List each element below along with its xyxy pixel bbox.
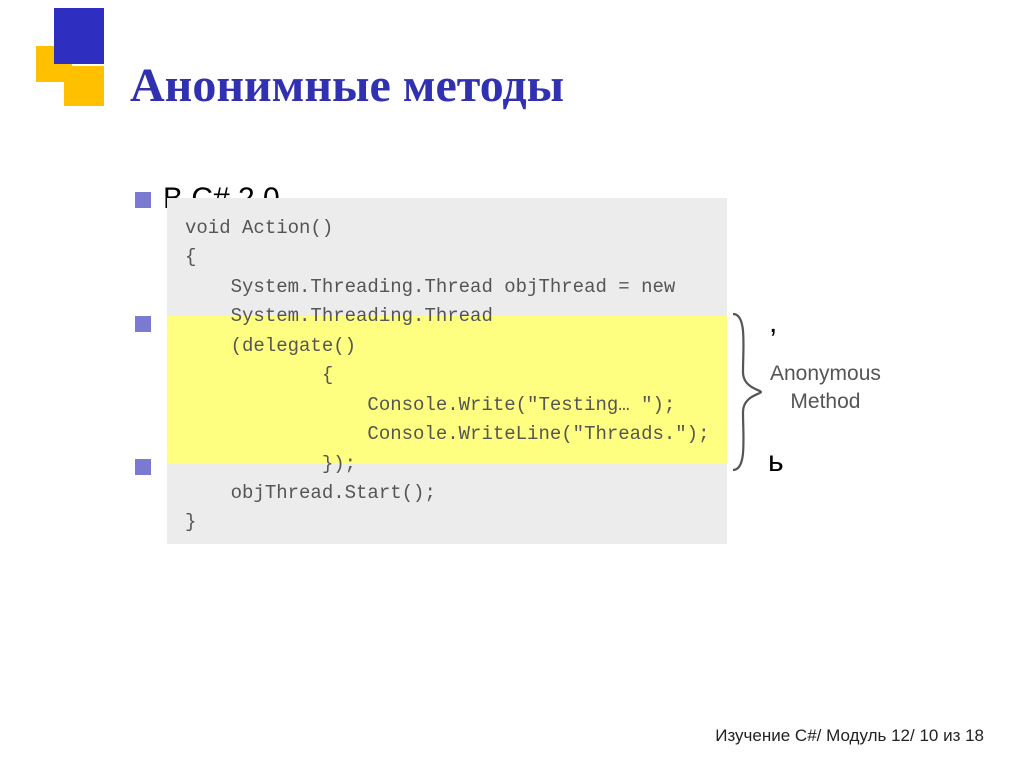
code-text: void Action() { System.Threading.Thread …	[167, 198, 727, 548]
anonymous-method-label: Anonymous Method	[770, 360, 881, 417]
bullet-text-fragment: ь	[768, 445, 784, 479]
bullet-square	[135, 192, 151, 208]
bullet-column	[135, 192, 151, 575]
label-line: Anonymous	[770, 362, 881, 385]
slide-title: Анонимные методы	[130, 58, 564, 113]
label-line: Method	[790, 390, 860, 413]
slide-logo	[36, 8, 106, 98]
bullet-text-fragment: ,	[769, 306, 777, 340]
curly-brace-icon	[725, 312, 765, 472]
bullet-square	[135, 459, 151, 475]
bullet-square	[135, 316, 151, 332]
code-snippet: void Action() { System.Threading.Thread …	[167, 198, 727, 544]
slide-footer: Изучение C#/ Модуль 12/ 10 из 18	[715, 726, 984, 746]
